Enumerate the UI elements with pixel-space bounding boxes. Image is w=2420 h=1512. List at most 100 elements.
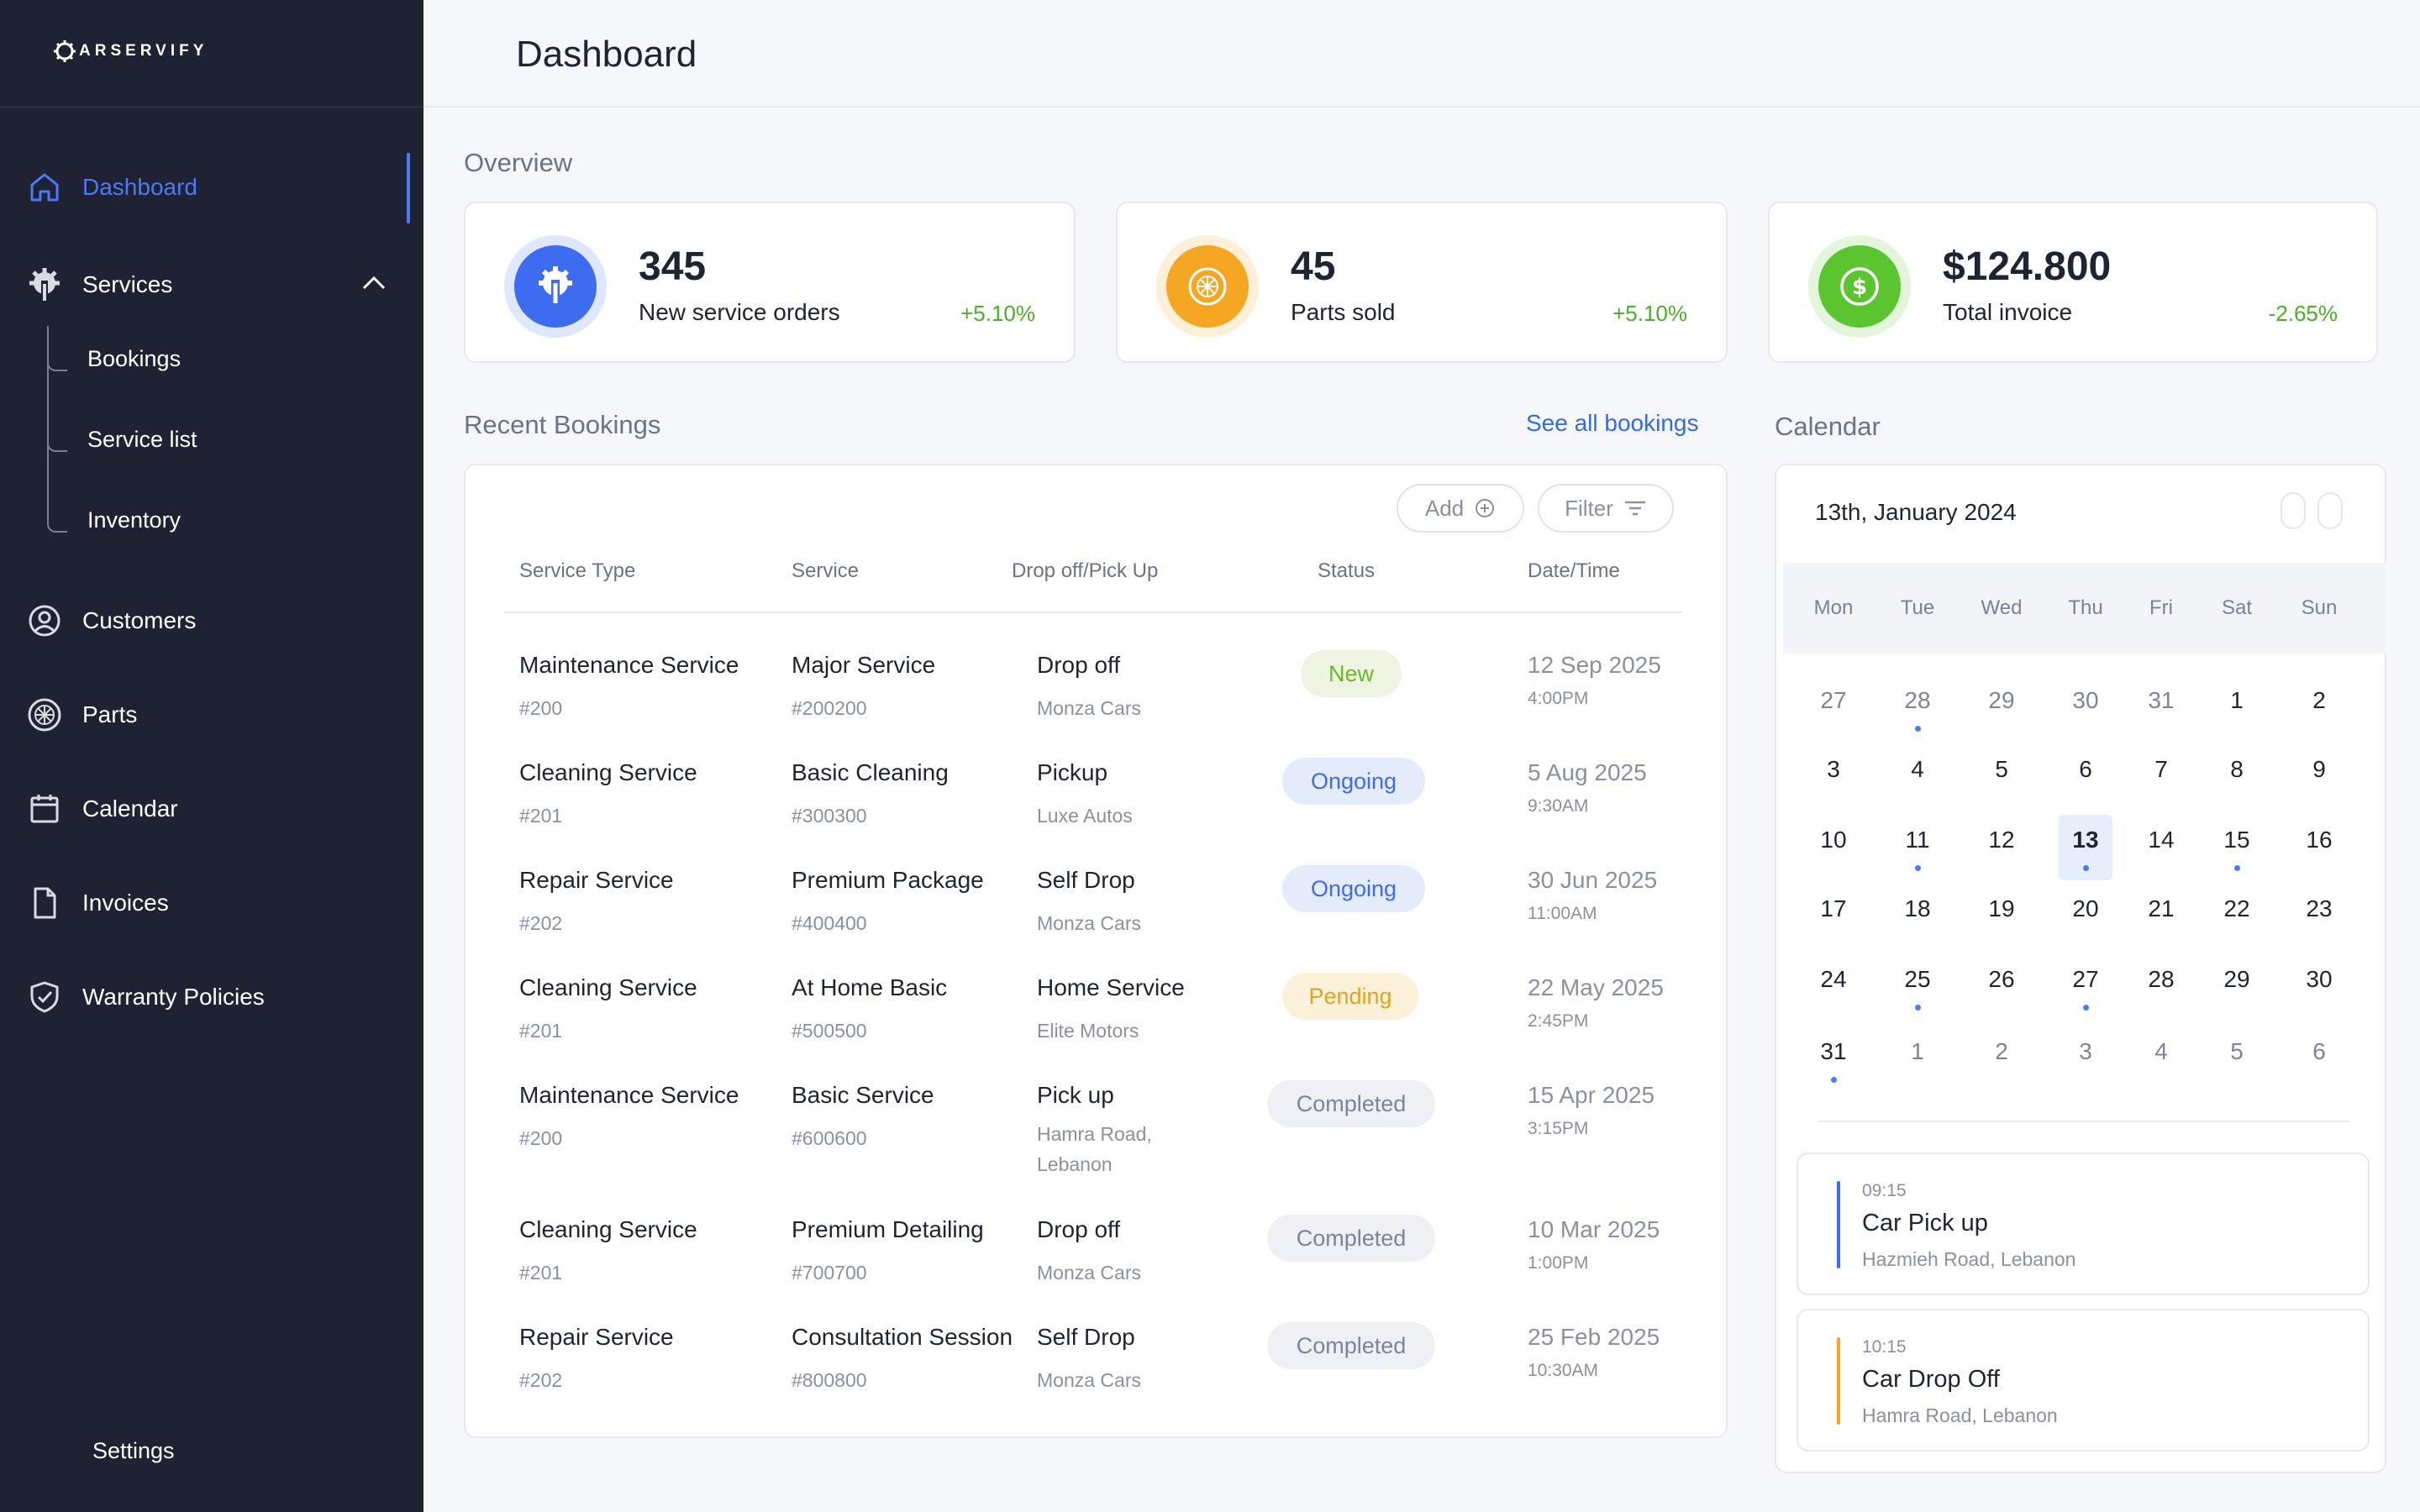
- calendar-next-button[interactable]: [2317, 492, 2343, 529]
- calendar-day[interactable]: 19: [1975, 884, 2028, 949]
- calendar-day[interactable]: 26: [1975, 954, 2028, 1020]
- booking-date: 25 Feb 2025: [1528, 1324, 1660, 1350]
- stat-card-service-orders[interactable]: 345 New service orders +5.10%: [464, 202, 1076, 363]
- chevron-up-icon[interactable]: [361, 274, 387, 291]
- calendar-day-selected[interactable]: 13: [2059, 815, 2112, 880]
- wheel-icon: [28, 698, 61, 732]
- calendar-day[interactable]: 30: [2059, 675, 2112, 741]
- status-badge: Pending: [1282, 973, 1418, 1020]
- day-number: 10: [1820, 827, 1847, 853]
- gear-wrench-icon: [29, 268, 60, 301]
- stat-label: New service orders: [639, 299, 840, 325]
- calendar-day[interactable]: 15: [2210, 815, 2264, 880]
- calendar-prev-button[interactable]: [2281, 492, 2306, 529]
- calendar-day[interactable]: 3: [2059, 1026, 2112, 1092]
- calendar-day[interactable]: 10: [1807, 815, 1860, 880]
- status-badge: New: [1301, 650, 1402, 697]
- sidebar-item-invoices[interactable]: Invoices: [25, 884, 169, 922]
- calendar-day[interactable]: 6: [2059, 744, 2112, 810]
- sidebar-item-services[interactable]: Services: [25, 265, 172, 304]
- event-card[interactable]: 09:15 Car Pick up Hazmieh Road, Lebanon: [1797, 1152, 2370, 1295]
- day-number: 31: [1820, 1038, 1847, 1064]
- calendar-day[interactable]: 14: [2134, 815, 2188, 880]
- stat-card-parts-sold[interactable]: 45 Parts sold +5.10%: [1116, 202, 1728, 363]
- event-color-bar: [1837, 1337, 1840, 1425]
- column-header-status[interactable]: Status: [1318, 559, 1376, 582]
- settings-link[interactable]: Settings: [92, 1438, 175, 1463]
- logo[interactable]: ARSERVIFY: [52, 39, 208, 64]
- filter-button[interactable]: Filter: [1538, 484, 1674, 533]
- event-time: 10:15: [1862, 1337, 1907, 1357]
- service-type: Cleaning Service: [519, 759, 697, 785]
- sidebar-item-calendar[interactable]: Calendar: [25, 790, 178, 828]
- calendar-day[interactable]: 1: [2210, 675, 2264, 741]
- calendar-day[interactable]: 4: [1891, 744, 1944, 810]
- day-number: 2: [2312, 687, 2326, 713]
- calendar-day[interactable]: 29: [2210, 954, 2264, 1020]
- calendar-day[interactable]: 16: [2292, 815, 2346, 880]
- calendar-day[interactable]: 25: [1891, 954, 1944, 1020]
- day-number: 27: [2072, 966, 2099, 992]
- calendar-day[interactable]: 17: [1807, 884, 1860, 949]
- add-button[interactable]: Add: [1397, 484, 1524, 533]
- column-header-drop-off[interactable]: Drop off/Pick Up: [1012, 559, 1159, 582]
- see-all-bookings-link[interactable]: See all bookings: [1526, 410, 1699, 436]
- calendar-current-date: 13th, January 2024: [1815, 499, 2017, 525]
- stat-value: 45: [1291, 244, 1336, 289]
- calendar-day[interactable]: 21: [2134, 884, 2188, 949]
- calendar-day[interactable]: 12: [1975, 815, 2028, 880]
- calendar-day[interactable]: 27: [2059, 954, 2112, 1020]
- calendar-day[interactable]: 29: [1975, 675, 2028, 741]
- calendar-day[interactable]: 27: [1807, 675, 1860, 741]
- sidebar-item-customers[interactable]: Customers: [25, 601, 196, 640]
- calendar-day[interactable]: 8: [2210, 744, 2264, 810]
- column-header-date-time[interactable]: Date/Time: [1528, 559, 1620, 582]
- tree-line: [47, 326, 49, 524]
- stat-icon-ring: $: [1808, 235, 1911, 338]
- day-number: 5: [2230, 1038, 2244, 1064]
- calendar-day[interactable]: 24: [1807, 954, 1860, 1020]
- calendar-day[interactable]: 23: [2292, 884, 2346, 949]
- service-type-id: #200: [519, 697, 563, 719]
- calendar-day[interactable]: 11: [1891, 815, 1944, 880]
- calendar-day[interactable]: 28: [2134, 954, 2188, 1020]
- sidebar-subitem-service-list[interactable]: Service list: [87, 427, 197, 452]
- calendar-day[interactable]: 1: [1891, 1026, 1944, 1092]
- calendar-day[interactable]: 18: [1891, 884, 1944, 949]
- calendar-day[interactable]: 28: [1891, 675, 1944, 741]
- tree-branch: [47, 351, 67, 371]
- calendar-day[interactable]: 7: [2134, 744, 2188, 810]
- calendar-day[interactable]: 2: [1975, 1026, 2028, 1092]
- stat-value: $124.800: [1943, 244, 2112, 289]
- plus-circle-icon: [1476, 499, 1495, 517]
- sidebar-item-dashboard[interactable]: Dashboard: [25, 168, 197, 207]
- calendar-day[interactable]: 31: [2134, 675, 2188, 741]
- calendar-day[interactable]: 20: [2059, 884, 2112, 949]
- file-icon: [34, 887, 56, 919]
- column-header-service-type[interactable]: Service Type: [519, 559, 636, 582]
- calendar-day[interactable]: 5: [2210, 1026, 2264, 1092]
- column-header-service[interactable]: Service: [792, 559, 860, 582]
- calendar-day[interactable]: 6: [2292, 1026, 2346, 1092]
- sidebar-subitem-inventory[interactable]: Inventory: [87, 507, 182, 533]
- calendar-day[interactable]: 2: [2292, 675, 2346, 741]
- service-type-id: #201: [519, 805, 563, 827]
- calendar-day[interactable]: 30: [2292, 954, 2346, 1020]
- calendar-day[interactable]: 5: [1975, 744, 2028, 810]
- topbar: Dashboard: [424, 0, 2420, 108]
- sidebar-item-warranty-policies[interactable]: Warranty Policies: [25, 978, 265, 1016]
- calendar-day[interactable]: 22: [2210, 884, 2264, 949]
- wheel-icon: [1188, 267, 1227, 306]
- event-card[interactable]: 10:15 Car Drop Off Hamra Road, Lebanon: [1797, 1309, 2370, 1452]
- calendar-day[interactable]: 31: [1807, 1026, 1860, 1092]
- sidebar-subitem-bookings[interactable]: Bookings: [87, 346, 182, 371]
- sidebar-item-parts[interactable]: Parts: [25, 696, 137, 734]
- day-number: 2: [1995, 1038, 2008, 1064]
- service-id: #700700: [792, 1262, 867, 1284]
- calendar-day[interactable]: 3: [1807, 744, 1860, 810]
- stat-card-total-invoice[interactable]: $ $124.800 Total invoice -2.65%: [1768, 202, 2378, 363]
- event-dot: [1831, 1077, 1837, 1083]
- calendar-day[interactable]: 4: [2134, 1026, 2188, 1092]
- event-dot: [2083, 1005, 2089, 1011]
- calendar-day[interactable]: 9: [2292, 744, 2346, 810]
